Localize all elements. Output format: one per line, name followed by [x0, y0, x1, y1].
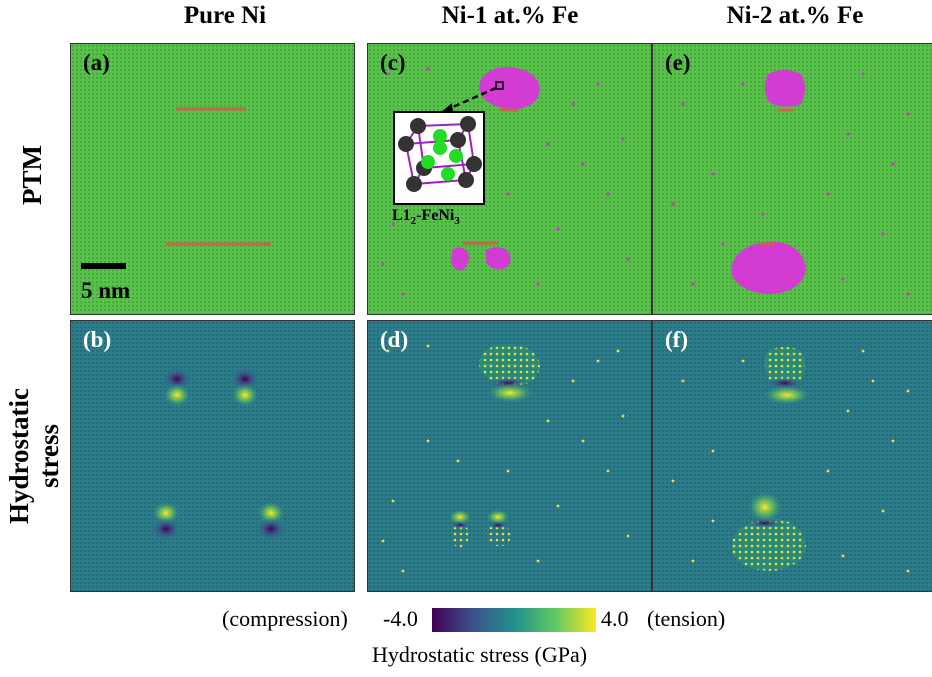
panel-a-graphics	[166, 107, 271, 246]
l12-unit-cell-inset	[393, 111, 485, 205]
tension-top	[486, 383, 534, 403]
inset-caption: L12-FeNi3	[392, 207, 460, 228]
solute-atoms	[671, 72, 910, 296]
scale-bar-label: 5 nm	[81, 278, 131, 303]
panel-f-graphics	[671, 347, 910, 573]
dislocation-core-lower-left	[150, 501, 182, 541]
tension-bottom	[747, 491, 783, 523]
panel-b-stress-pure-ni: (b)	[70, 320, 355, 592]
column-title-ni-1fe: Ni-1 at.% Fe	[441, 2, 579, 29]
precipitate-bottom-right-stress	[486, 524, 511, 547]
tension-top	[763, 385, 811, 405]
precipitate-bottom	[731, 241, 806, 294]
column-title-ni-2fe: Ni-2 at.% Fe	[726, 2, 864, 29]
precipitate-bottom-left	[451, 247, 469, 271]
solute-dots	[671, 349, 910, 573]
precipitate-top	[479, 67, 540, 110]
panel-e-graphics	[671, 70, 910, 296]
colorbar-tension-label: (tension)	[647, 606, 726, 631]
row-title-ptm: PTM	[17, 145, 47, 205]
tension-bottom-right	[486, 509, 510, 525]
panel-d-stress-ni-1fe: (d)	[367, 320, 652, 592]
panel-f-stress-ni-2fe: (f)	[652, 320, 932, 592]
row-title-hydrostatic-stress: Hydrostatic stress	[4, 386, 64, 526]
dislocation-core-upper-left	[161, 367, 193, 407]
panel-c-ptm-ni-1fe: (c)	[367, 43, 652, 315]
column-title-pure-ni: Pure Ni	[183, 2, 267, 29]
row-title-line1: Hydrostatic	[4, 388, 34, 524]
dislocation-core-lower-right	[255, 501, 287, 541]
dashed-arrow	[445, 86, 497, 112]
solute-dots	[381, 344, 630, 573]
panel-e-ptm-ni-2fe: (e)	[652, 43, 932, 315]
colorbar-gradient	[432, 608, 596, 632]
panel-label-c: (c)	[380, 50, 406, 75]
panel-label-f: (f)	[665, 327, 688, 352]
compression-bottom	[745, 518, 785, 528]
colorbar-min-label: -4.0	[383, 606, 418, 631]
compression-bottom-left	[450, 521, 470, 529]
precipitate-bottom-right	[486, 247, 511, 270]
compression-bottom-right	[488, 521, 508, 529]
panel-b-graphics	[150, 367, 287, 541]
colorbar-max-label: 4.0	[601, 606, 629, 631]
panel-label-e: (e)	[665, 50, 691, 75]
panel-label-a: (a)	[83, 50, 110, 75]
solute-atoms	[381, 67, 630, 296]
precipitate-top	[764, 70, 805, 107]
panel-label-d: (d)	[380, 327, 409, 352]
row-title-line2: stress	[34, 424, 64, 488]
scale-bar	[81, 263, 126, 269]
dislocation-core-upper-right	[229, 367, 261, 407]
precipitate-bottom-left-stress	[451, 524, 469, 548]
arrow-head	[440, 103, 453, 113]
colorbar-title: Hydrostatic stress (GPa)	[372, 642, 588, 667]
panel-label-b: (b)	[83, 327, 112, 352]
tension-bottom-left	[448, 509, 472, 525]
panel-d-graphics	[381, 344, 630, 573]
panel-a-ptm-pure-ni: (a) 5 nm	[70, 43, 355, 315]
colorbar-compression-label: (compression)	[222, 606, 348, 631]
selection-box	[495, 81, 504, 90]
panel-c-graphics	[381, 67, 630, 296]
